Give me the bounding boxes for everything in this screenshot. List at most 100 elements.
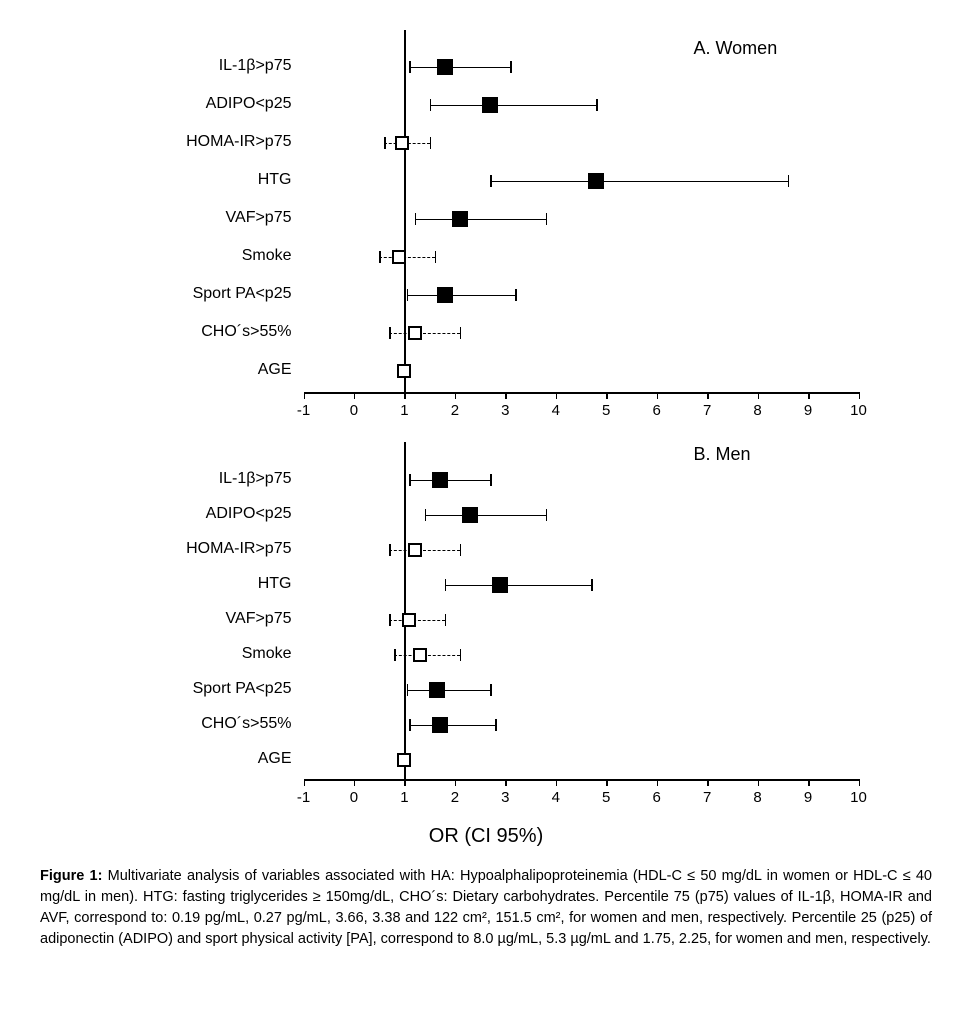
ci-whisker [389, 620, 445, 621]
ci-whisker [389, 550, 460, 551]
ci-whisker [415, 219, 546, 220]
x-tick-mark [657, 779, 659, 786]
x-axis-line [304, 779, 859, 781]
forest-panel-B: B. Men-1012345678910IL-1β>p75ADIPO<p25HO… [74, 432, 899, 819]
ci-cap [460, 544, 462, 556]
forest-panel-A: A. Women-1012345678910IL-1β>p75ADIPO<p25… [74, 20, 899, 432]
x-tick-mark [657, 392, 659, 399]
ci-cap [407, 684, 409, 696]
ci-cap [490, 684, 492, 696]
ci-whisker [425, 515, 546, 516]
ci-cap [445, 614, 447, 626]
x-tick-mark [606, 392, 608, 399]
x-tick-label: 6 [653, 402, 661, 419]
x-tick-mark [354, 779, 356, 786]
category-label: Sport PA<p25 [193, 285, 292, 303]
x-tick-label: 5 [602, 789, 610, 806]
x-tick-mark [556, 779, 558, 786]
ci-cap [389, 327, 391, 339]
ci-cap [415, 213, 417, 225]
x-tick-mark [304, 779, 306, 786]
category-label: VAF>p75 [226, 209, 292, 227]
ci-cap [510, 61, 512, 73]
x-tick-label: 8 [753, 789, 761, 806]
or-marker [413, 648, 427, 662]
x-tick-mark [556, 392, 558, 399]
or-marker [408, 543, 422, 557]
or-marker [395, 136, 409, 150]
category-label: Smoke [242, 247, 292, 265]
ci-cap [430, 99, 432, 111]
ci-cap [460, 327, 462, 339]
ci-cap [379, 251, 381, 263]
or-marker [432, 472, 448, 488]
x-tick-mark [606, 779, 608, 786]
caption-lead: Figure 1: [40, 868, 102, 884]
x-tick-mark [707, 779, 709, 786]
x-axis-label: OR (CI 95%) [40, 825, 932, 848]
x-tick-label: -1 [297, 402, 310, 419]
reference-line [404, 442, 406, 779]
category-label: AGE [258, 361, 292, 379]
ci-cap [389, 614, 391, 626]
ci-cap [495, 719, 497, 731]
or-marker [402, 613, 416, 627]
x-tick-label: 1 [400, 402, 408, 419]
or-marker [462, 507, 478, 523]
caption-body: Multivariate analysis of variables assoc… [40, 868, 932, 947]
ci-whisker [407, 690, 490, 691]
ci-cap [460, 649, 462, 661]
ci-whisker [409, 480, 490, 481]
ci-cap [546, 213, 548, 225]
or-marker [437, 287, 453, 303]
x-tick-label: 6 [653, 789, 661, 806]
ci-cap [407, 289, 409, 301]
ci-cap [546, 509, 548, 521]
x-tick-mark [707, 392, 709, 399]
ci-whisker [409, 725, 495, 726]
or-marker [452, 211, 468, 227]
x-tick-label: 8 [753, 402, 761, 419]
figure-container: A. Women-1012345678910IL-1β>p75ADIPO<p25… [0, 0, 972, 970]
category-label: HTG [258, 171, 292, 189]
x-tick-mark [808, 779, 810, 786]
category-label: IL-1β>p75 [219, 57, 292, 75]
figure-caption: Figure 1: Multivariate analysis of varia… [40, 866, 932, 950]
ci-cap [596, 99, 598, 111]
category-label: Sport PA<p25 [193, 680, 292, 698]
ci-cap [425, 509, 427, 521]
ci-cap [409, 61, 411, 73]
or-marker [408, 326, 422, 340]
x-tick-label: 2 [451, 789, 459, 806]
or-marker [437, 59, 453, 75]
x-tick-label: 4 [552, 402, 560, 419]
x-tick-label: 0 [350, 789, 358, 806]
category-label: IL-1β>p75 [219, 470, 292, 488]
x-tick-label: 2 [451, 402, 459, 419]
x-tick-mark [758, 779, 760, 786]
ci-cap [409, 719, 411, 731]
ci-cap [389, 544, 391, 556]
category-label: HOMA-IR>p75 [186, 540, 291, 558]
ci-cap [515, 289, 517, 301]
category-label: HTG [258, 575, 292, 593]
ci-cap [591, 579, 593, 591]
ci-whisker [445, 585, 591, 586]
x-tick-mark [354, 392, 356, 399]
or-marker [429, 682, 445, 698]
x-tick-mark [304, 392, 306, 399]
category-label: ADIPO<p25 [206, 95, 292, 113]
reference-line [404, 30, 406, 392]
x-tick-mark [404, 779, 406, 786]
category-label: CHO´s>55% [201, 323, 291, 341]
category-label: AGE [258, 750, 292, 768]
category-label: ADIPO<p25 [206, 505, 292, 523]
x-tick-label: 3 [501, 402, 509, 419]
ci-whisker [430, 105, 597, 106]
x-tick-mark [859, 392, 861, 399]
ci-cap [445, 579, 447, 591]
ci-cap [490, 175, 492, 187]
x-tick-mark [455, 779, 457, 786]
or-marker [432, 717, 448, 733]
x-tick-mark [505, 779, 507, 786]
